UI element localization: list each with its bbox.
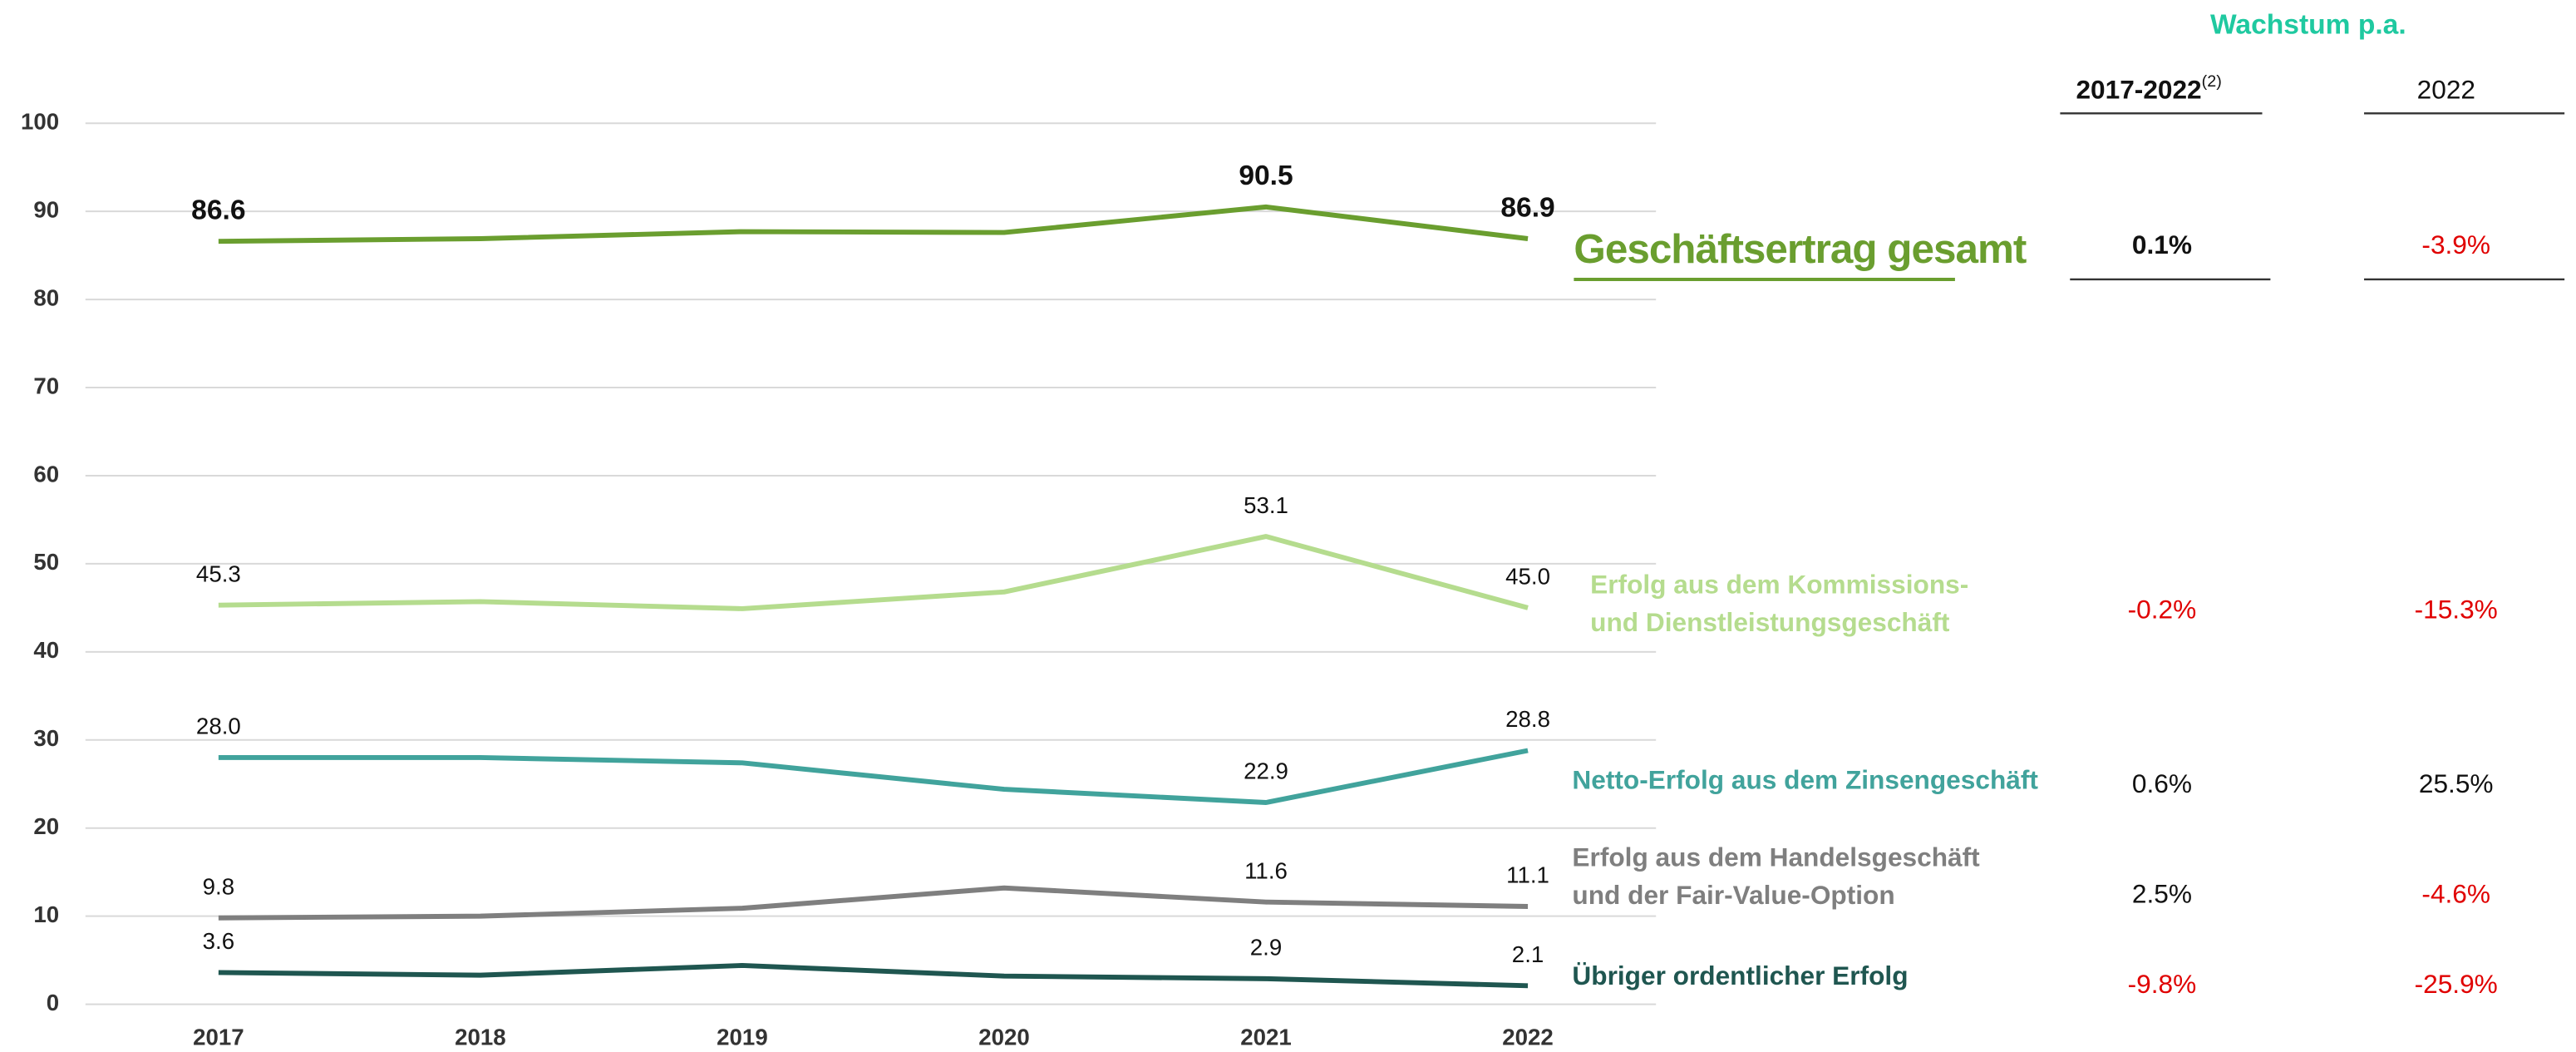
- data-label: 86.6: [191, 195, 245, 225]
- growth-value: 0.1%: [2132, 230, 2192, 259]
- growth-value: -4.6%: [2421, 878, 2490, 908]
- data-label: 2.9: [1250, 935, 1282, 961]
- growth-value: -3.9%: [2421, 230, 2490, 259]
- y-tick-label: 10: [33, 901, 59, 927]
- growth-column-label: 2022: [2417, 75, 2475, 105]
- growth-value: -0.2%: [2128, 595, 2197, 625]
- series-line: [218, 748, 1529, 805]
- data-label: 28.8: [1505, 706, 1550, 732]
- data-label: 45.3: [196, 561, 241, 586]
- y-tick-label: 60: [33, 461, 59, 486]
- x-tick-label: 2017: [193, 1024, 244, 1050]
- data-label: 3.6: [203, 928, 234, 954]
- growth-value: 0.6%: [2132, 768, 2192, 798]
- series-label: Netto-Erfolg aus dem Zinsengeschäft: [1572, 767, 2038, 796]
- growth-title: Wachstum p.a.: [2210, 9, 2406, 40]
- data-label: 22.9: [1244, 758, 1288, 784]
- data-label: 45.0: [1505, 564, 1550, 590]
- x-tick-label: 2019: [717, 1024, 768, 1050]
- growth-value: 2.5%: [2132, 878, 2192, 908]
- y-tick-label: 50: [33, 549, 59, 575]
- y-tick-label: 90: [33, 196, 59, 222]
- data-label: 28.0: [196, 714, 241, 739]
- series-line: [218, 204, 1529, 244]
- growth-column-header: 2017-2022(2): [2076, 72, 2221, 105]
- data-label: 90.5: [1239, 161, 1293, 191]
- series-line: [218, 885, 1529, 921]
- y-tick-label: 20: [33, 813, 59, 839]
- x-tick-label: 2021: [1240, 1024, 1292, 1050]
- y-tick-label: 0: [47, 990, 59, 1015]
- series-line: [218, 963, 1529, 989]
- data-label: 53.1: [1244, 492, 1288, 518]
- growth-column-note: (2): [2202, 72, 2222, 91]
- series-label: Erfolg aus dem Handelsgeschäft und der F…: [1572, 844, 1980, 911]
- x-tick-label: 2022: [1502, 1024, 1554, 1050]
- growth-column-header: 2022: [2417, 75, 2475, 105]
- series-label: Erfolg aus dem Kommissions- und Dienstle…: [1590, 571, 1969, 638]
- y-tick-label: 80: [33, 284, 59, 310]
- data-label: 11.6: [1244, 857, 1288, 883]
- growth-value: -25.9%: [2415, 969, 2498, 999]
- data-label: 2.1: [1512, 941, 1544, 967]
- data-label: 9.8: [203, 874, 234, 900]
- data-label: 11.1: [1506, 862, 1549, 888]
- x-tick-label: 2018: [455, 1024, 506, 1050]
- growth-value: -9.8%: [2128, 969, 2197, 999]
- y-tick-label: 100: [21, 109, 59, 135]
- growth-value: 25.5%: [2419, 768, 2494, 798]
- x-tick-label: 2020: [978, 1024, 1030, 1050]
- series-label: Übriger ordentlicher Erfolg: [1572, 963, 1909, 991]
- y-tick-label: 30: [33, 725, 59, 751]
- growth-column-label: 2017-2022: [2076, 75, 2201, 105]
- data-label: 86.9: [1500, 192, 1554, 223]
- y-tick-label: 40: [33, 637, 59, 663]
- series-label: Geschäftsertrag gesamt: [1574, 226, 2027, 274]
- y-tick-label: 70: [33, 373, 59, 398]
- series-line: [218, 534, 1529, 611]
- growth-value: -15.3%: [2415, 595, 2498, 625]
